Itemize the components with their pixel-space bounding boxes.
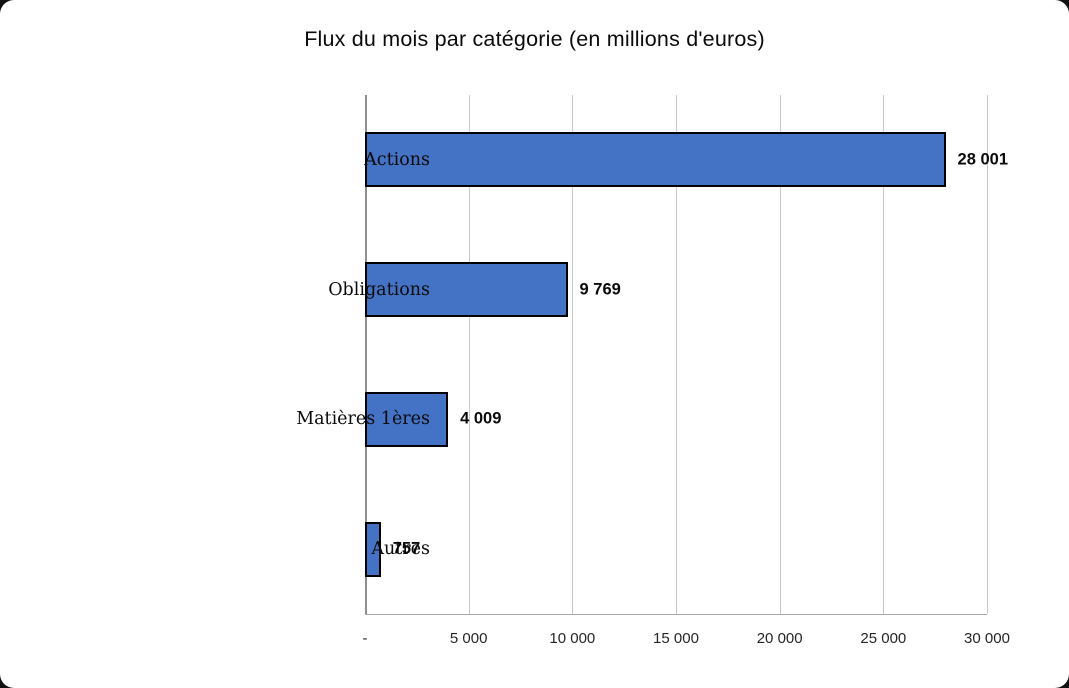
category-label: Obligations	[328, 279, 430, 300]
x-tick-label: 10 000	[549, 630, 596, 647]
bar-autres	[365, 521, 381, 577]
bar-mati-res-1-res	[365, 391, 449, 447]
gridline-x-20000	[779, 95, 781, 614]
gridline-x-25000	[883, 95, 885, 614]
category-label: Matières 1ères	[296, 409, 430, 430]
gridline-x-30000	[987, 95, 988, 614]
gridline-x-15000	[676, 95, 677, 614]
bar-obligations	[365, 262, 568, 318]
plot-area: 28 001 9 769 4 009 757	[365, 95, 1008, 615]
category-label: Autres	[371, 539, 430, 560]
value-label: 757	[392, 539, 421, 558]
chart-title: Flux du mois par catégorie (en millions …	[304, 27, 765, 51]
x-tick-label: 30 000	[964, 630, 1010, 647]
x-tick-label: 5 000	[449, 630, 488, 647]
x-tick-label: 15 000	[653, 630, 699, 647]
x-tick-label: 20 000	[756, 630, 803, 647]
value-label: 9 769	[579, 280, 621, 299]
gridline-x-10000	[572, 95, 574, 614]
x-tick-label: -	[362, 630, 368, 647]
gridline-x-5000	[468, 95, 470, 614]
category-label: Actions	[364, 149, 430, 170]
x-tick-label: 25 000	[860, 630, 907, 647]
value-label: 4 009	[460, 409, 502, 428]
y-axis-line	[365, 95, 367, 614]
value-label: 28 001	[957, 150, 1009, 169]
bar-actions	[365, 132, 946, 188]
